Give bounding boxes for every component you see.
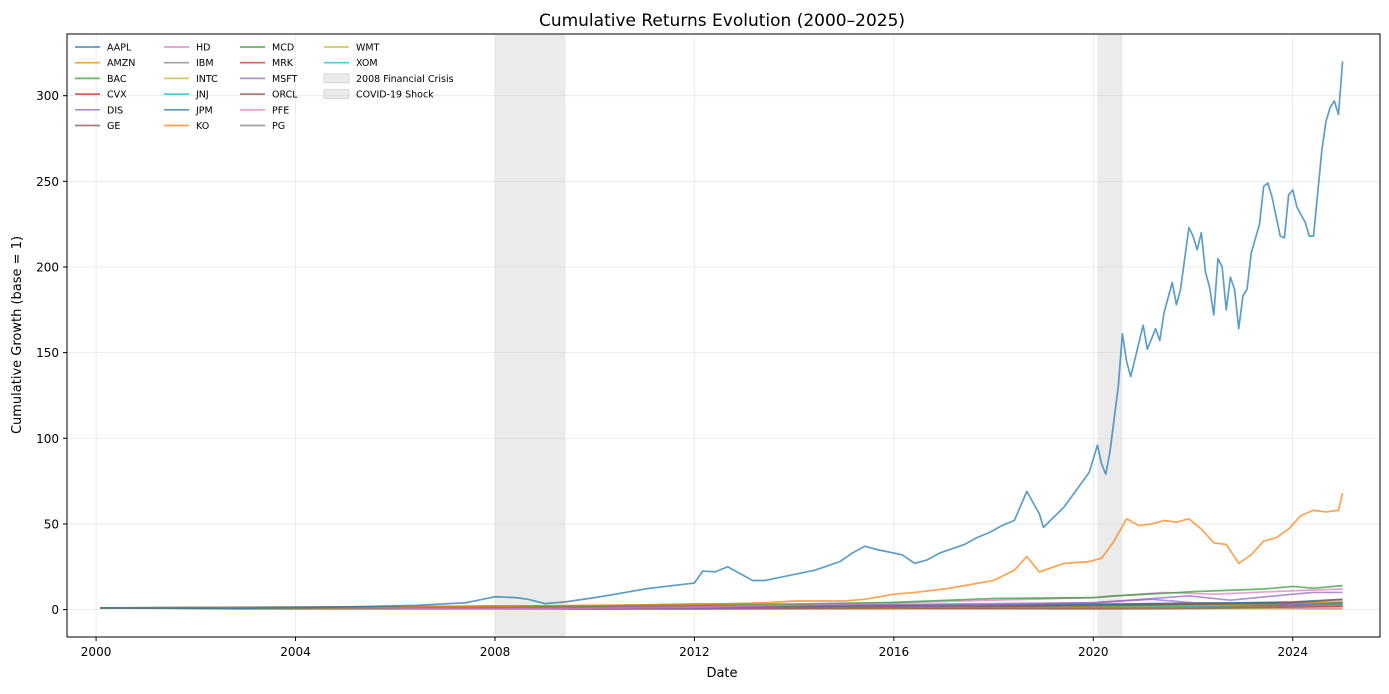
legend-label: IBM <box>196 58 214 69</box>
shaded-periods <box>494 34 1123 637</box>
y-tick-label: 250 <box>36 175 59 189</box>
legend-label: CVX <box>107 90 127 101</box>
y-tick-label: 50 <box>44 517 59 531</box>
x-tick-label: 2024 <box>1277 645 1308 659</box>
legend-label: PG <box>272 121 285 132</box>
y-tick-label: 300 <box>36 89 59 103</box>
x-tick-label: 2008 <box>480 645 511 659</box>
y-axis-label: Cumulative Growth (base = 1) <box>10 236 25 434</box>
legend-label: DIS <box>107 105 123 116</box>
y-tick-label: 100 <box>36 432 59 446</box>
plot-frame <box>66 33 1381 638</box>
legend-label: HD <box>196 43 210 54</box>
legend-label: XOM <box>356 58 378 69</box>
x-tick-label: 2000 <box>81 645 112 659</box>
legend-label: PFE <box>272 105 289 116</box>
legend-label: 2008 Financial Crisis <box>356 74 454 85</box>
legend-label: WMT <box>356 43 380 54</box>
legend-label: COVID-19 Shock <box>356 90 434 101</box>
x-tick-label: 2020 <box>1078 645 1109 659</box>
legend-label: BAC <box>107 74 127 85</box>
x-tick-label: 2016 <box>879 645 910 659</box>
shaded-period <box>1097 34 1123 637</box>
legend-label: MSFT <box>272 74 298 85</box>
legend-label: INTC <box>196 74 218 85</box>
legend-label: KO <box>196 121 209 132</box>
x-tick-label: 2004 <box>280 645 311 659</box>
legend-label: ORCL <box>272 90 298 101</box>
x-axis-label: Date <box>706 666 737 681</box>
legend: AAPL AMZN BAC CVX DIS GE HD IBM INTC JNJ JPM KO MCD M… <box>75 43 454 132</box>
series-line <box>100 61 1344 610</box>
y-tick-label: 150 <box>36 346 59 360</box>
legend-label: MRK <box>272 58 294 69</box>
legend-swatch <box>323 73 350 84</box>
axes-layer: 2000 2004 2008 2012 2016 2020 2024 0 50 100 150 200… <box>36 33 1381 659</box>
chart-title: Cumulative Returns Evolution (2000–2025) <box>539 11 905 31</box>
legend-label: JPM <box>195 105 213 116</box>
x-tick-label: 2012 <box>679 645 710 659</box>
legend-label: JNJ <box>195 90 209 101</box>
series-line <box>100 492 1344 609</box>
legend-label: AMZN <box>107 58 135 69</box>
legend-label: GE <box>107 121 120 132</box>
legend-label: AAPL <box>107 43 132 54</box>
y-tick-label: 0 <box>51 603 59 617</box>
series-layer <box>100 61 1344 610</box>
y-tick-label: 200 <box>36 260 59 274</box>
shaded-period <box>494 34 566 637</box>
legend-label: MCD <box>272 43 294 54</box>
legend-swatch <box>323 89 350 99</box>
